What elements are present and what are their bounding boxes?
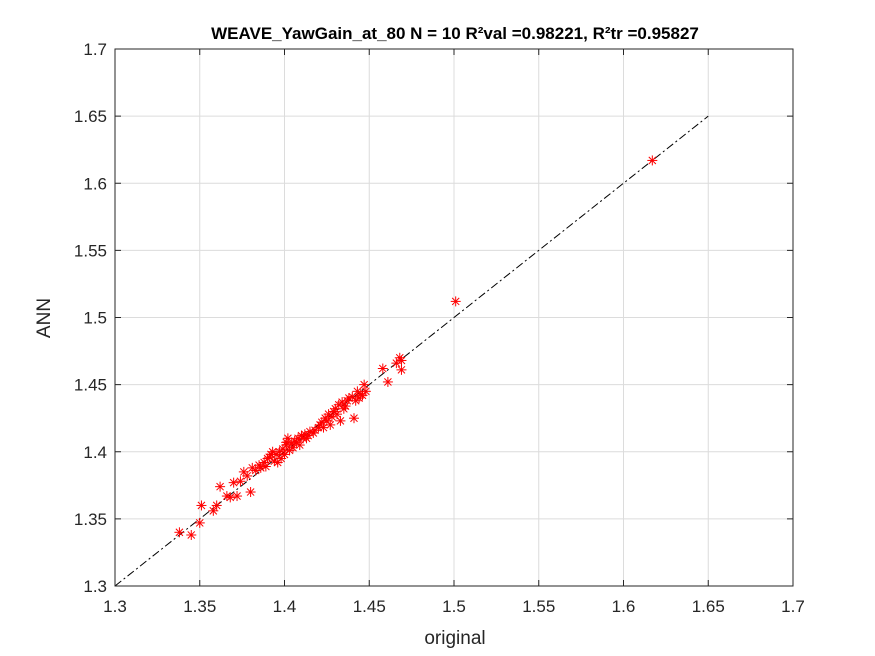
x-tick-label: 1.55 [522, 597, 555, 616]
data-point [396, 355, 407, 366]
data-point [396, 364, 407, 375]
x-tick-label: 1.35 [183, 597, 216, 616]
data-point [254, 460, 265, 471]
y-tick-label: 1.65 [74, 107, 107, 126]
data-point [208, 505, 219, 516]
data-point [348, 413, 359, 424]
data-point [450, 296, 461, 307]
data-point [647, 155, 658, 166]
data-point [194, 517, 205, 528]
data-point [303, 430, 314, 441]
data-point [382, 376, 393, 387]
y-tick-label: 1.7 [83, 40, 107, 59]
data-point [174, 527, 185, 538]
y-tick-label: 1.6 [83, 174, 107, 193]
x-axis-label: original [424, 628, 485, 649]
data-point [377, 363, 388, 374]
data-point [215, 481, 226, 492]
y-tick-label: 1.45 [74, 376, 107, 395]
x-tick-label: 1.4 [273, 597, 297, 616]
data-point [235, 476, 246, 487]
x-tick-label: 1.65 [692, 597, 725, 616]
y-tick-label: 1.4 [83, 443, 107, 462]
y-axis-label: ANN [34, 298, 55, 338]
data-point [186, 529, 197, 540]
data-point [196, 500, 207, 511]
x-axis-ticks: 1.3 1.35 1.4 1.45 1.5 1.55 1.6 1.65 1.7 [103, 49, 805, 616]
data-point [228, 477, 239, 488]
reference-line [114, 115, 709, 587]
x-tick-label: 1.45 [353, 597, 386, 616]
data-point [279, 449, 290, 460]
data-point [360, 386, 371, 397]
data-point [211, 500, 222, 511]
y-axis-ticks: 1.3 1.35 1.4 1.45 1.5 1.55 1.6 1.65 1.7 [74, 40, 793, 596]
data-point [245, 487, 256, 498]
data-point [359, 379, 370, 390]
x-tick-label: 1.6 [612, 597, 636, 616]
data-points [174, 155, 658, 540]
data-point [242, 470, 253, 481]
data-point [394, 352, 405, 363]
y-tick-label: 1.35 [74, 510, 107, 529]
data-point [335, 415, 346, 426]
data-point [225, 492, 236, 503]
data-point [325, 419, 336, 430]
data-point [260, 461, 271, 472]
x-tick-label: 1.7 [781, 597, 805, 616]
x-tick-label: 1.5 [442, 597, 466, 616]
y-tick-label: 1.55 [74, 241, 107, 260]
chart-title: WEAVE_YawGain_at_80 N = 10 R²val =0.9822… [211, 24, 699, 43]
data-point [232, 491, 243, 502]
y-tick-label: 1.3 [83, 577, 107, 596]
x-tick-label: 1.3 [103, 597, 127, 616]
y-tick-label: 1.5 [83, 309, 107, 328]
